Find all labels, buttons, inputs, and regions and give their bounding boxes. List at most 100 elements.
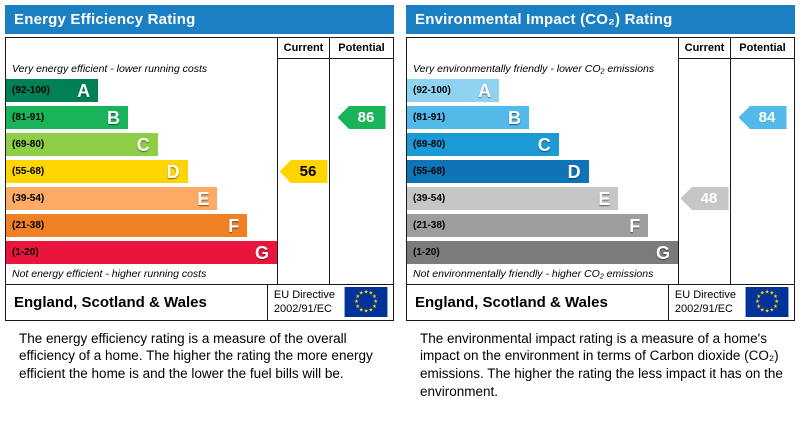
chart-caption: The environmental impact rating is a mea… bbox=[420, 330, 783, 400]
chart-caption: The energy efficiency rating is a measur… bbox=[19, 330, 373, 382]
band-bar-cell: (1-20) G bbox=[6, 239, 277, 266]
band-bar-cell: (81-91) B bbox=[6, 104, 277, 131]
potential-cell-e bbox=[730, 185, 794, 212]
band-bar-cell: (55-68) D bbox=[6, 158, 277, 185]
band-letter-label: C bbox=[136, 134, 150, 155]
eu-directive-line2: 2002/91/EC bbox=[674, 303, 733, 316]
eu-directive-label: EU Directive 2002/91/EC bbox=[667, 285, 742, 320]
chart-footer: England, Scotland & Wales EU Directive 2… bbox=[407, 284, 794, 320]
chart-title-bar: Energy Efficiency Rating bbox=[5, 5, 394, 34]
band-row-d: (55-68) D bbox=[407, 158, 794, 185]
band-letter-label: G bbox=[655, 242, 670, 263]
current-cell-e bbox=[277, 185, 329, 212]
current-cell-g bbox=[678, 239, 730, 266]
svg-text:★: ★ bbox=[373, 299, 378, 305]
current-column-spacer bbox=[277, 59, 329, 77]
band-letter-label: A bbox=[77, 80, 91, 101]
band-letter-label: D bbox=[166, 161, 180, 182]
energy-efficiency-chart: Energy Efficiency Rating Current Potenti… bbox=[5, 5, 394, 401]
band-range-label: (81-91) bbox=[413, 112, 446, 123]
band-bar-g: (1-20) G bbox=[6, 241, 277, 264]
potential-column-spacer bbox=[329, 266, 393, 284]
chart-box: Current Potential Very energy efficient … bbox=[5, 37, 394, 321]
environmental-impact-chart: Environmental Impact (CO₂) Rating Curren… bbox=[406, 5, 795, 401]
potential-cell-e bbox=[329, 185, 393, 212]
band-range-label: (21-38) bbox=[12, 220, 45, 231]
region-label: England, Scotland & Wales bbox=[415, 293, 608, 311]
svg-text:★: ★ bbox=[769, 308, 774, 314]
band-bar-b: (81-91) B bbox=[407, 106, 529, 129]
eu-directive-line1: EU Directive bbox=[273, 289, 335, 301]
svg-text:★: ★ bbox=[773, 304, 778, 310]
current-cell-b bbox=[277, 104, 329, 131]
band-bar-f: (21-38) F bbox=[6, 214, 248, 237]
eu-directive-line2: 2002/91/EC bbox=[273, 303, 332, 316]
band-row-e: (39-54) E bbox=[6, 185, 393, 212]
current-cell-c bbox=[678, 131, 730, 158]
band-bar-a: (92-100) A bbox=[6, 79, 99, 102]
svg-text:★: ★ bbox=[355, 304, 360, 310]
column-header-row: Current Potential bbox=[6, 38, 393, 59]
chart-title: Energy Efficiency Rating bbox=[14, 11, 196, 28]
band-letter-label: D bbox=[567, 161, 581, 182]
band-bar-e: (39-54) E bbox=[407, 187, 619, 210]
potential-cell-b: 86 bbox=[329, 104, 393, 131]
band-range-label: (39-54) bbox=[413, 193, 446, 204]
potential-rating-arrow: 86 bbox=[337, 106, 386, 129]
svg-text:★: ★ bbox=[359, 291, 364, 297]
band-range-label: (21-38) bbox=[413, 220, 446, 231]
band-letter-label: G bbox=[254, 242, 269, 263]
potential-column-header: Potential bbox=[329, 38, 393, 59]
band-row-f: (21-38) F bbox=[407, 212, 794, 239]
svg-text:★: ★ bbox=[364, 309, 369, 315]
band-range-label: (39-54) bbox=[12, 193, 45, 204]
band-bar-cell: (92-100) A bbox=[407, 77, 678, 104]
current-column-header: Current bbox=[277, 38, 329, 59]
band-bar-cell: (69-80) C bbox=[6, 131, 277, 158]
svg-text:★: ★ bbox=[760, 308, 765, 314]
band-range-label: (92-100) bbox=[413, 85, 451, 96]
potential-cell-b: 84 bbox=[730, 104, 794, 131]
svg-text:★: ★ bbox=[760, 291, 765, 297]
band-row-e: (39-54) E 48 bbox=[407, 185, 794, 212]
potential-column-spacer bbox=[730, 266, 794, 284]
potential-cell-g bbox=[329, 239, 393, 266]
eu-directive-line1: EU Directive bbox=[674, 289, 736, 301]
current-cell-f bbox=[277, 212, 329, 239]
band-bar-cell: (81-91) B bbox=[407, 104, 678, 131]
potential-cell-a bbox=[329, 77, 393, 104]
band-bar-cell: (39-54) E bbox=[407, 185, 678, 212]
bottom-note: Not energy efficient - higher running co… bbox=[12, 268, 207, 280]
band-row-g: (1-20) G bbox=[407, 239, 794, 266]
svg-text:★: ★ bbox=[773, 294, 778, 300]
current-cell-a bbox=[277, 77, 329, 104]
svg-text:★: ★ bbox=[372, 294, 377, 300]
potential-cell-c bbox=[730, 131, 794, 158]
svg-text:★: ★ bbox=[755, 299, 760, 305]
band-bar-c: (69-80) C bbox=[6, 133, 158, 156]
top-note: Very environmentally friendly - lower CO… bbox=[413, 63, 655, 75]
column-header-spacer bbox=[407, 38, 678, 59]
current-cell-f bbox=[678, 212, 730, 239]
band-letter-label: F bbox=[629, 215, 641, 236]
potential-cell-a bbox=[730, 77, 794, 104]
band-letter-label: C bbox=[537, 134, 551, 155]
band-bar-c: (69-80) C bbox=[407, 133, 559, 156]
svg-text:★: ★ bbox=[774, 299, 779, 305]
band-range-label: (92-100) bbox=[12, 85, 50, 96]
bottom-note: Not environmentally friendly - higher CO… bbox=[413, 268, 654, 280]
band-bar-f: (21-38) F bbox=[407, 214, 649, 237]
band-range-label: (69-80) bbox=[12, 139, 45, 150]
svg-text:★: ★ bbox=[368, 291, 373, 297]
band-range-label: (69-80) bbox=[413, 139, 446, 150]
potential-cell-d bbox=[730, 158, 794, 185]
potential-cell-f bbox=[730, 212, 794, 239]
svg-text:★: ★ bbox=[372, 304, 377, 310]
band-bar-cell: (69-80) C bbox=[407, 131, 678, 158]
potential-cell-d bbox=[329, 158, 393, 185]
current-rating-arrow: 48 bbox=[680, 187, 729, 210]
band-rows: (92-100) A (81-91) B 84 (69-80) C (55-68) D (39-5… bbox=[407, 77, 794, 266]
current-cell-g bbox=[277, 239, 329, 266]
band-row-d: (55-68) D 56 bbox=[6, 158, 393, 185]
svg-text:★: ★ bbox=[769, 291, 774, 297]
